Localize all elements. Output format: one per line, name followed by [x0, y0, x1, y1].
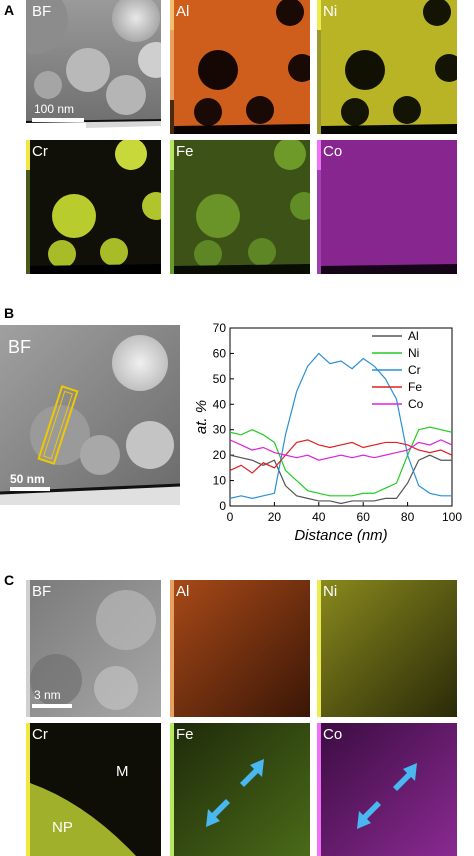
y-tick-label: 30 — [213, 423, 227, 437]
panel-c-co-map: Co — [317, 723, 457, 856]
bf-label: BF — [32, 3, 52, 20]
legend-label-cr: Cr — [408, 363, 421, 377]
ni-label: Ni — [323, 3, 338, 20]
scale-bar — [32, 704, 72, 708]
panel-c-al-map: Al — [170, 580, 310, 717]
matrix-region-label: M — [116, 763, 129, 780]
co-elemental-map — [317, 140, 457, 274]
y-tick-label: 70 — [213, 321, 227, 335]
panel-c-bf-map: BF 3 nm — [26, 580, 161, 717]
co-label: Co — [323, 726, 343, 743]
x-tick-label: 20 — [268, 510, 282, 524]
line-profile-chart: 0 20 40 60 80 100 0 10 20 30 40 50 60 70 Distance (nm)… — [193, 318, 469, 558]
al-elemental-map — [170, 0, 310, 134]
legend-label-co: Co — [408, 397, 424, 411]
scale-bar — [10, 487, 50, 491]
cr-elemental-map — [26, 723, 161, 856]
series-line-co — [229, 439, 453, 461]
ni-elemental-map — [317, 580, 457, 717]
legend-label-fe: Fe — [408, 380, 422, 394]
scale-bar-label: 50 nm — [10, 472, 45, 486]
scale-bar-label: 3 nm — [34, 688, 61, 702]
legend-label-ni: Ni — [408, 346, 419, 360]
panel-a-bf-map: BF 100 nm — [26, 0, 161, 134]
x-tick-label: 40 — [312, 510, 326, 524]
y-tick-label: 50 — [213, 372, 227, 386]
arrow-icon — [240, 759, 264, 787]
scale-bar-label: 100 nm — [34, 102, 75, 116]
fe-elemental-map — [170, 140, 310, 274]
chart-svg: 0 20 40 60 80 100 0 10 20 30 40 50 60 70 Distance (nm)… — [193, 321, 462, 544]
x-tick-label: 0 — [227, 510, 234, 524]
bf-micrograph-image — [0, 325, 180, 505]
y-tick-label: 20 — [213, 448, 227, 462]
panel-b-bf-image: BF 50 nm — [0, 325, 180, 505]
panel-a-co-map: Co — [317, 140, 457, 274]
x-tick-label: 100 — [442, 510, 462, 524]
series-line-cr — [229, 352, 452, 499]
fe-elemental-map — [170, 723, 310, 856]
panel-c-fe-map: Fe — [170, 723, 310, 856]
al-label: Al — [176, 583, 190, 600]
panel-a-fe-map: Fe — [170, 140, 310, 274]
cr-elemental-map — [26, 140, 161, 274]
bf-label: BF — [32, 583, 52, 600]
x-tick-label: 80 — [401, 510, 415, 524]
bf-hrtem-image — [26, 580, 161, 717]
panel-c-letter: C — [4, 572, 15, 588]
arrow-icon — [206, 799, 230, 827]
panel-a-cr-map: Cr — [26, 140, 161, 274]
x-tick-label: 60 — [357, 510, 371, 524]
x-axis-label: Distance (nm) — [294, 527, 387, 544]
cr-label: Cr — [32, 143, 48, 160]
y-tick-label: 0 — [219, 499, 226, 513]
co-label: Co — [323, 143, 343, 160]
cr-label: Cr — [32, 726, 48, 743]
panel-a-al-map: Al — [170, 0, 310, 134]
fe-label: Fe — [176, 143, 194, 160]
scale-bar — [32, 118, 84, 122]
panel-a-ni-map: Ni — [317, 0, 457, 134]
series-line-fe — [229, 439, 453, 474]
al-elemental-map — [170, 580, 310, 717]
panel-c-cr-map: Cr M NP — [26, 723, 161, 856]
arrow-icon — [393, 763, 417, 791]
panel-b-letter: B — [4, 305, 15, 321]
co-elemental-map — [317, 723, 457, 856]
arrow-icon — [357, 801, 381, 829]
legend-label-al: Al — [408, 329, 419, 343]
y-tick-label: 40 — [213, 397, 227, 411]
y-tick-label: 10 — [213, 474, 227, 488]
panel-c-ni-map: Ni — [317, 580, 457, 717]
series-line-ni — [229, 426, 453, 497]
ni-elemental-map — [317, 0, 457, 134]
bf-label: BF — [8, 337, 32, 357]
y-tick-label: 60 — [213, 346, 227, 360]
bf-micrograph-image — [26, 0, 161, 134]
series-line-al — [229, 454, 452, 505]
panel-a-letter: A — [4, 2, 15, 18]
fe-label: Fe — [176, 726, 194, 743]
al-label: Al — [176, 3, 190, 20]
y-axis-label: at. % — [194, 400, 210, 434]
ni-label: Ni — [323, 583, 338, 600]
nanoparticle-region-label: NP — [52, 819, 73, 836]
